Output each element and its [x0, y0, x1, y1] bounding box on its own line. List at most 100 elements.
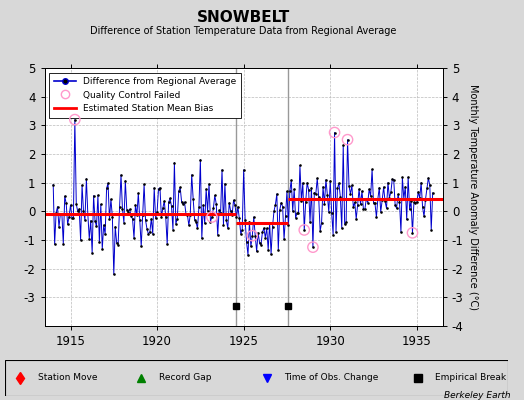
Point [280, 236, 288, 242]
Point [368, 166, 376, 172]
Point [345, 182, 353, 189]
Point [55, 224, 63, 230]
Point [166, 195, 174, 202]
Point [408, 230, 417, 236]
Point [173, 216, 181, 222]
Point [339, 142, 347, 149]
Point [385, 194, 394, 201]
Point [411, 200, 420, 206]
Point [192, 218, 200, 225]
Point [216, 210, 225, 216]
Point [189, 196, 198, 202]
Point [401, 184, 409, 190]
Point [388, 176, 397, 182]
Point [62, 200, 70, 206]
Point [108, 214, 116, 220]
Point [414, 188, 422, 195]
Point [221, 180, 229, 187]
Point [355, 186, 363, 192]
Point [291, 214, 300, 221]
Point [408, 230, 417, 236]
Point [160, 198, 169, 204]
Point [395, 198, 403, 205]
Y-axis label: Monthly Temperature Anomaly Difference (°C): Monthly Temperature Anomaly Difference (… [468, 84, 478, 310]
Point [417, 179, 425, 186]
Point [418, 204, 427, 210]
Point [150, 185, 158, 191]
Point [98, 246, 106, 252]
Text: Time of Obs. Change: Time of Obs. Change [285, 374, 379, 382]
Point [228, 212, 236, 218]
Point [156, 184, 164, 191]
Point [101, 231, 110, 238]
Point [307, 185, 315, 191]
Point [125, 206, 134, 212]
Point [296, 162, 304, 169]
Point [128, 216, 137, 222]
Point [134, 190, 143, 196]
Point [294, 210, 303, 216]
Point [342, 219, 351, 226]
Point [52, 210, 60, 216]
Point [407, 198, 415, 204]
Point [211, 192, 219, 199]
Point [362, 196, 370, 202]
Point [219, 222, 227, 228]
Point [361, 206, 369, 213]
Point [352, 216, 361, 222]
Point [266, 220, 274, 226]
Point [381, 198, 389, 205]
Point [186, 211, 194, 218]
Point [90, 192, 98, 199]
Point [281, 213, 290, 220]
Point [312, 191, 320, 197]
Point [356, 201, 365, 208]
Point [161, 214, 170, 220]
Point [267, 251, 275, 258]
Point [375, 184, 384, 191]
Point [379, 184, 388, 190]
Point [349, 204, 357, 210]
Text: Empirical Break: Empirical Break [435, 374, 507, 382]
Point [123, 206, 131, 213]
Point [348, 182, 356, 188]
Point [231, 202, 239, 208]
Point [394, 191, 402, 198]
Point [318, 220, 326, 226]
Point [115, 204, 124, 210]
Point [79, 208, 88, 214]
Point [254, 229, 263, 236]
Point [271, 201, 280, 208]
Point [65, 213, 73, 220]
Point [91, 218, 99, 224]
Point [306, 219, 314, 225]
Point [118, 206, 127, 212]
Point [402, 216, 411, 223]
Point [124, 209, 133, 215]
Point [309, 244, 317, 250]
Point [159, 205, 167, 211]
Point [117, 172, 125, 178]
Point [205, 181, 213, 187]
Point [257, 242, 265, 248]
Point [328, 210, 336, 216]
Point [102, 185, 111, 192]
Point [364, 200, 372, 206]
Point [209, 205, 217, 212]
Point [193, 225, 202, 232]
Point [297, 198, 305, 204]
Point [261, 234, 269, 241]
Point [387, 189, 395, 196]
Point [423, 185, 431, 192]
Point [78, 182, 86, 188]
Text: Station Move: Station Move [38, 374, 97, 382]
Point [366, 193, 375, 200]
Point [258, 229, 267, 236]
Text: Difference of Station Temperature Data from Regional Average: Difference of Station Temperature Data f… [91, 26, 397, 36]
Point [293, 210, 301, 216]
Point [300, 227, 309, 233]
Point [351, 199, 359, 206]
Point [277, 200, 286, 206]
Point [247, 243, 255, 250]
FancyBboxPatch shape [5, 360, 508, 396]
